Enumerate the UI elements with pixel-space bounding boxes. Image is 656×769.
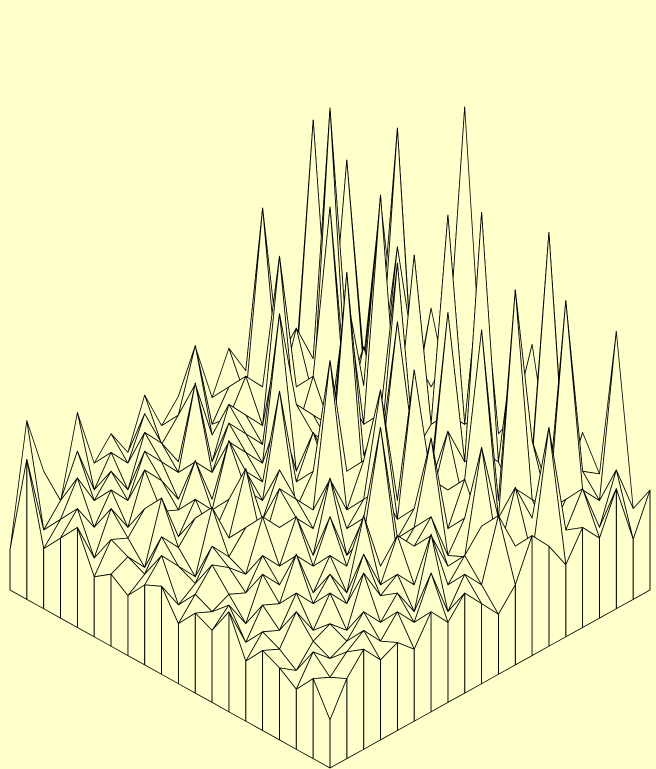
skirt-panel [465,593,482,693]
skirt-panel [397,643,414,731]
page: (() => { const data = JSON.parse(documen… [0,0,656,769]
skirt-panel [94,574,111,646]
surface-chart [0,0,656,769]
skirt-panel [532,536,549,656]
skirt-panel [128,585,145,665]
skirt-panel [44,538,61,618]
skirt-panel [61,528,78,628]
skirt-panel [381,643,398,740]
skirt-panel [178,613,195,693]
skirt-panel [482,604,499,684]
skirt-panel [583,528,600,628]
skirt-panel [431,612,448,712]
skirt-panel [246,651,263,731]
skirt-panel [145,585,162,674]
skirt-panel [296,679,313,759]
skirt-panel [364,649,381,749]
